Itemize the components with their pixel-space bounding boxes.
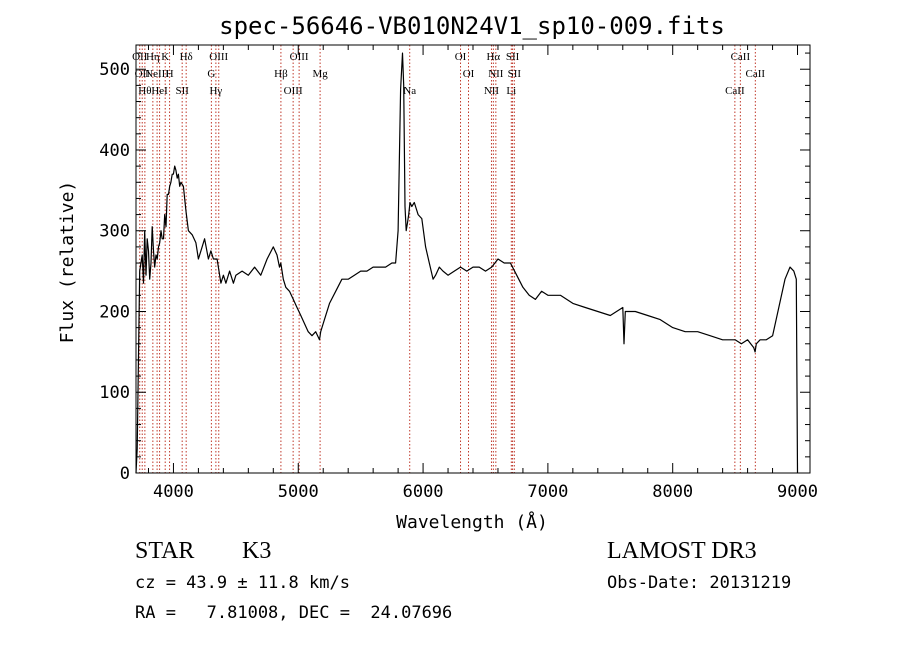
- y-tick-label: 200: [99, 302, 130, 322]
- y-tick-label: 400: [99, 141, 130, 161]
- line-label: OI: [455, 51, 467, 63]
- x-tick-label: 6000: [403, 482, 444, 502]
- line-label: OIII: [284, 85, 303, 97]
- line-label: NeIII: [145, 68, 169, 80]
- line-label: OIII: [209, 51, 228, 63]
- x-axis-ticks: 4000 5000 6000 7000 8000 9000: [147, 45, 818, 502]
- line-label: NII: [488, 68, 504, 80]
- line-label: Hγ: [209, 85, 222, 97]
- object-subclass: K3: [242, 538, 272, 564]
- line-label: CaII: [725, 85, 745, 97]
- x-tick-label: 8000: [652, 482, 693, 502]
- y-axis-label: Flux (relative): [57, 181, 78, 344]
- line-label: Hβ: [274, 68, 288, 80]
- x-axis-label: Wavelength (Å): [396, 511, 548, 533]
- line-label: OII: [135, 68, 151, 80]
- x-tick-label: 9000: [777, 482, 818, 502]
- line-label: H: [166, 68, 174, 80]
- line-label: OIII: [290, 51, 309, 63]
- line-label: CaII: [731, 51, 751, 63]
- emission-line-markers: [139, 45, 756, 473]
- emission-line-labels: OIIOIIHθHηNeIIIHeIKHSIIHδGHγOIIIHβOIIIOI…: [132, 51, 765, 97]
- x-tick-label: 4000: [153, 482, 194, 502]
- redshift-cz: cz = 43.9 ± 11.8 km/s: [135, 573, 350, 593]
- line-label: SII: [508, 68, 522, 80]
- spectrum-line: [135, 52, 799, 474]
- y-tick-label: 300: [99, 222, 130, 242]
- line-label: Hθ: [138, 85, 151, 97]
- line-label: Hδ: [180, 51, 193, 63]
- x-tick-label: 7000: [527, 482, 568, 502]
- line-label: NII: [484, 85, 500, 97]
- survey-name: LAMOST DR3: [607, 538, 757, 564]
- y-tick-label: 100: [99, 383, 130, 403]
- line-label: Mg: [312, 68, 328, 80]
- line-label: G: [207, 68, 215, 80]
- y-tick-label: 0: [120, 464, 130, 484]
- plot-frame: [135, 44, 811, 474]
- line-label: OI: [463, 68, 475, 80]
- object-class: STAR: [135, 538, 195, 564]
- line-label: CaII: [746, 68, 766, 80]
- line-label: SII: [506, 51, 520, 63]
- y-axis-ticks: 0 100 200 300 400 500: [99, 52, 810, 484]
- ra-dec-coordinates: RA = 7.81008, DEC = 24.07696: [135, 603, 453, 623]
- line-label: Hη: [146, 51, 160, 63]
- line-label: SII: [175, 85, 189, 97]
- chart-title: spec-56646-VB010N24V1_sp10-009.fits: [219, 12, 725, 40]
- observation-date: Obs-Date: 20131219: [607, 573, 792, 593]
- line-label: Hα: [486, 51, 500, 63]
- line-label: Li: [506, 85, 516, 97]
- x-tick-label: 5000: [278, 482, 319, 502]
- line-label: K: [161, 51, 169, 63]
- line-label: Na: [403, 85, 416, 97]
- line-label: HeI: [151, 85, 168, 97]
- y-tick-label: 500: [99, 60, 130, 80]
